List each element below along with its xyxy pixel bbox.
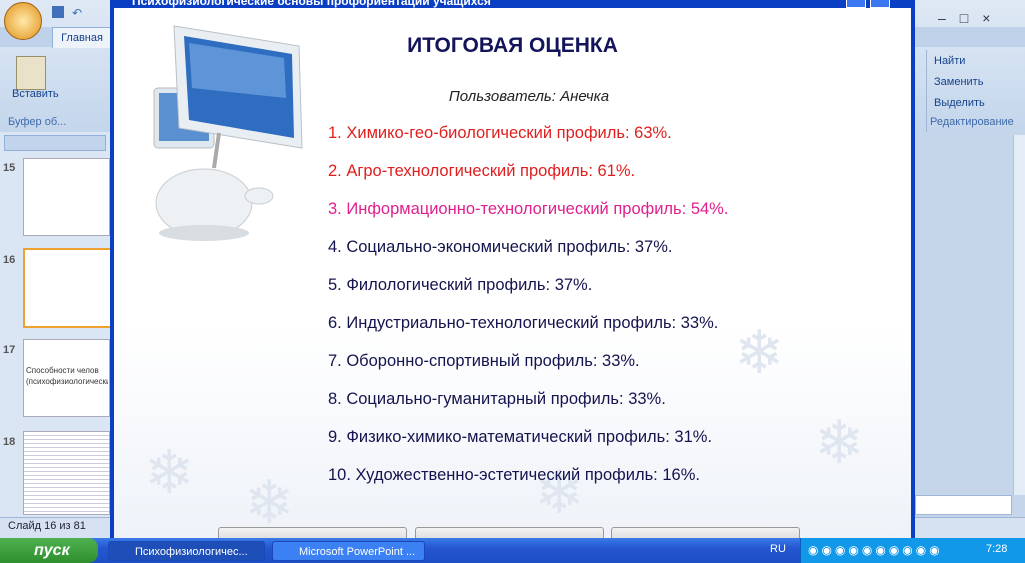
start-label: пуск <box>34 542 70 559</box>
slide-thumbnail[interactable] <box>23 339 110 417</box>
undo-icon[interactable]: ↶ <box>72 6 83 20</box>
window-controls[interactable]: –□× <box>938 10 1005 26</box>
profile-result: 7. Оборонно-спортивный профиль: 33%. <box>328 352 640 370</box>
system-tray <box>800 538 1025 563</box>
heading: ИТОГОВАЯ ОЦЕНКА <box>407 34 618 57</box>
dialog-button[interactable] <box>611 527 800 540</box>
thumb-text: (психофизиологический <box>26 377 108 386</box>
slide-number: 16 <box>3 254 16 266</box>
decoration: ❄ <box>144 439 195 506</box>
profile-result: 10. Художественно-эстетический профиль: … <box>328 466 700 484</box>
task-button[interactable]: Microsoft PowerPoint ... <box>272 541 425 561</box>
decoration: ❄ <box>814 409 865 476</box>
tray-icons[interactable]: ◉◉◉◉◉◉◉◉◉◉ <box>808 543 943 557</box>
find-button[interactable]: Найти <box>934 55 966 67</box>
paste-label[interactable]: Вставить <box>12 88 59 100</box>
profile-result: 8. Социально-гуманитарный профиль: 33%. <box>328 390 666 408</box>
decoration: ❄ <box>244 469 295 536</box>
slide-counter: Слайд 16 из 81 <box>8 520 86 532</box>
select-button[interactable]: Выделить <box>934 97 985 109</box>
task-button[interactable]: Психофизиологичес... <box>108 541 265 561</box>
dialog-button[interactable] <box>415 527 604 540</box>
dialog-button[interactable] <box>218 527 407 540</box>
start-button[interactable]: пуск <box>0 538 98 563</box>
slide-number: 15 <box>3 162 16 174</box>
profile-result: 9. Физико-химико-математический профиль:… <box>328 428 713 446</box>
slide-thumbnail[interactable] <box>23 431 110 515</box>
dialog-body: ❄ ❄ ❄ ❄ ❄ ИТОГОВАЯ ОЦЕНКА Пользователь: … <box>114 8 911 540</box>
profile-result: 5. Филологический профиль: 37%. <box>328 276 593 294</box>
profile-result: 4. Социально-экономический профиль: 37%. <box>328 238 673 256</box>
scrollbar[interactable] <box>1013 135 1025 495</box>
slide-thumbnail[interactable] <box>23 158 110 236</box>
profile-result: 3. Информационно-технологический профиль… <box>328 200 729 218</box>
slide-number: 18 <box>3 436 16 448</box>
panel-tabs[interactable] <box>4 135 106 151</box>
decoration: ❄ <box>734 319 785 386</box>
clock: 7:28 <box>986 543 1008 555</box>
computer-illustration <box>153 25 303 241</box>
thumb-text: Способности челов <box>26 366 99 375</box>
paste-icon[interactable] <box>16 56 46 90</box>
group-label: Редактирование <box>930 116 1014 128</box>
profile-result: 2. Агро-технологический профиль: 61%. <box>328 162 636 180</box>
language-indicator[interactable]: RU <box>770 543 786 555</box>
group-label: Буфер об... <box>8 116 67 128</box>
tab-home[interactable]: Главная <box>52 27 112 48</box>
slide-thumbnail-selected[interactable] <box>23 248 112 328</box>
slide-number: 17 <box>3 344 16 356</box>
save-icon[interactable] <box>52 6 64 18</box>
user-label: Пользователь: Анечка <box>448 88 610 105</box>
profile-result: 6. Индустриально-технологический профиль… <box>328 314 719 332</box>
notes-pane <box>915 495 1012 515</box>
profile-result: 1. Химико-гео-биологический профиль: 63%… <box>328 124 672 142</box>
dialog-title: Психофизиологические основы профориентац… <box>132 0 491 8</box>
edit-group <box>926 50 1025 132</box>
decoration: ❄ <box>534 459 585 526</box>
dialog-controls[interactable] <box>846 0 910 31</box>
replace-button[interactable]: Заменить <box>934 76 984 88</box>
office-button[interactable] <box>4 2 42 40</box>
